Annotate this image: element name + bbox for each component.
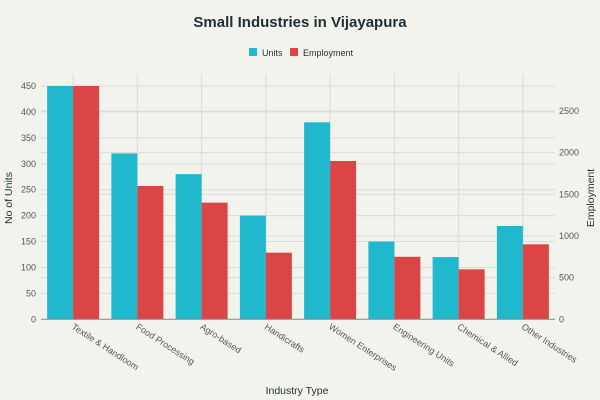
y-tick-label: 250 [21,185,36,195]
y2-tick-label: 0 [559,314,564,324]
bar-employment [522,244,549,320]
x-tick-label: Handicrafts [263,322,307,355]
x-tick-label: Agro-based [199,322,243,356]
x-tick-label: Women Enterprises [327,322,399,374]
x-axis-title: Industry Type [266,385,329,397]
legend: Units Employment [249,48,354,58]
y-tick-label: 300 [21,159,36,169]
axes: 0 50 100 150 200 250 300 350 400 450 0 500 1000 1500 2… [21,81,579,373]
y2-tick-label: 500 [559,273,574,283]
y2-tick-label: 2500 [559,106,579,116]
x-tick-label: Engineering Units [391,322,456,369]
bar-units [111,153,138,320]
y-tick-label: 200 [21,211,36,221]
y2-tick-label: 2000 [559,148,579,158]
bar-units [304,122,331,320]
y2-axis-title: Employment [585,169,597,227]
bar-units [368,241,395,320]
bar-units [432,257,459,320]
bar-units [239,215,266,320]
bar-employment [330,160,357,320]
bar-units [496,225,523,320]
bars [47,86,549,320]
bar-employment [458,269,485,320]
y-axis-title: No of Units [3,172,15,224]
y-tick-label: 350 [21,133,36,143]
legend-swatch [290,48,298,56]
y-tick-label: 400 [21,107,36,117]
bar-employment [394,256,421,320]
bar-employment [137,185,164,320]
legend-swatch [249,48,257,56]
y-tick-label: 150 [21,237,36,247]
x-tick-label: Food Processing [134,322,196,367]
x-tick-label: Textile & Handloom [70,322,140,373]
y2-tick-label: 1000 [559,231,579,241]
bar-units [175,174,202,320]
bar-units [47,86,74,320]
bar-employment [265,252,292,320]
x-tick-label: Chemical & Allied [456,322,520,369]
bar-employment [73,86,100,320]
y-tick-label: 0 [31,314,36,324]
legend-label: Units [262,48,283,58]
x-tick-label: Other Industries [520,322,580,366]
y-tick-label: 100 [21,262,36,272]
y2-tick-label: 1500 [559,189,579,199]
chart-title: Small Industries in Vijayapura [193,14,407,31]
legend-label: Employment [303,48,354,58]
y-tick-label: 450 [21,81,36,91]
y-tick-label: 50 [26,288,36,298]
bar-employment [201,202,228,320]
